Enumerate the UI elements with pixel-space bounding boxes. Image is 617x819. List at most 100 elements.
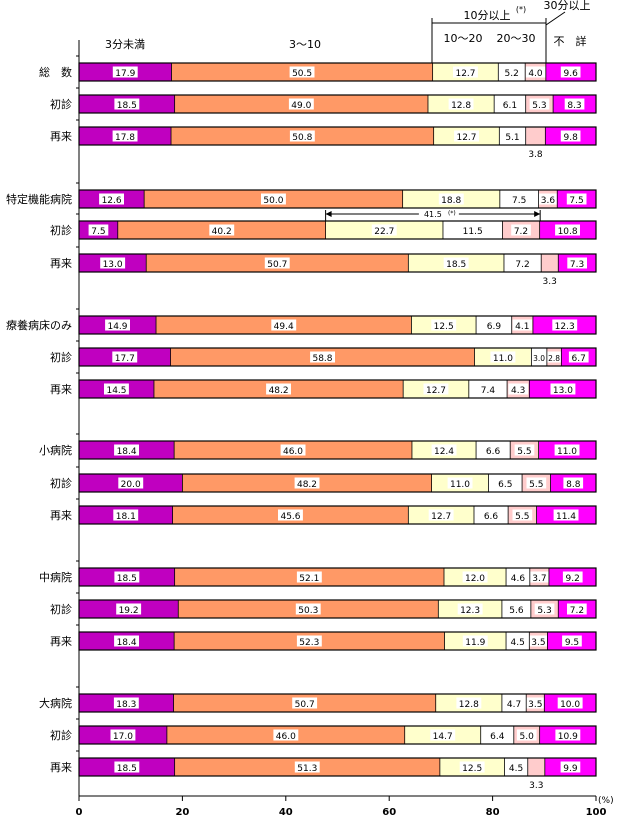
data-label: 12.4 bbox=[434, 447, 454, 457]
x-axis: 0 20 40 60 80 100(%) bbox=[76, 40, 614, 818]
data-label: 14.7 bbox=[433, 732, 453, 742]
data-label-box bbox=[530, 351, 548, 363]
data-label: 7.2 bbox=[515, 260, 529, 270]
data-label-box bbox=[278, 509, 303, 521]
bar-row: 19.2 50.3 12.3 5.6 5.3 7.2 bbox=[78, 599, 597, 619]
data-label: 9.5 bbox=[565, 638, 579, 648]
data-label: 8.8 bbox=[566, 480, 581, 490]
data-label-box bbox=[564, 98, 585, 110]
bar-row: 18.4 52.3 11.9 4.5 3.5 9.5 bbox=[78, 631, 597, 651]
bar-outline bbox=[78, 379, 597, 399]
data-label-box bbox=[495, 477, 516, 489]
data-label: 5.2 bbox=[505, 69, 519, 79]
data-label: 11.0 bbox=[450, 480, 470, 490]
data-label: 3.3 bbox=[543, 277, 557, 287]
bar-row: 13.0 50.7 18.5 7.2 3.3 7.3 bbox=[78, 253, 597, 287]
data-label: 50.0 bbox=[263, 196, 283, 206]
data-label-box bbox=[511, 224, 531, 236]
bar-row: 17.0 46.0 14.7 6.4 5.0 10.9 bbox=[78, 725, 597, 745]
data-label: 48.2 bbox=[269, 386, 289, 396]
x-unit: (%) bbox=[598, 796, 614, 806]
data-label: 12.7 bbox=[455, 69, 475, 79]
data-label: 4.5 bbox=[511, 638, 525, 648]
bars: 17.9 50.5 12.7 5.2 4.0 9.6 18.5 49.0 12.8 6.1 5.3 8… bbox=[78, 62, 597, 791]
data-label: 52.1 bbox=[299, 574, 319, 584]
data-label: 2.8 bbox=[548, 354, 560, 363]
data-label: 5.5 bbox=[517, 447, 531, 457]
bar-row: 18.5 51.3 12.5 4.5 3.3 9.9 bbox=[78, 757, 597, 791]
legend-label: 10～20 bbox=[444, 32, 483, 45]
data-label-box bbox=[483, 444, 503, 456]
data-label: 12.7 bbox=[431, 512, 451, 522]
bar-outline bbox=[78, 567, 597, 587]
data-label-box bbox=[490, 351, 516, 363]
data-label-box bbox=[529, 571, 550, 583]
category-label: 再来 bbox=[50, 761, 72, 774]
data-label-box bbox=[557, 697, 583, 709]
data-label-box bbox=[545, 351, 563, 363]
data-label: 8.3 bbox=[567, 101, 581, 111]
data-label: 52.3 bbox=[299, 638, 319, 648]
bar-outline bbox=[78, 220, 597, 240]
data-label-box bbox=[528, 635, 549, 647]
data-label: 7.2 bbox=[514, 227, 528, 237]
data-label: 12.8 bbox=[451, 101, 471, 111]
data-label: 19.2 bbox=[119, 606, 139, 616]
data-label-box bbox=[509, 193, 530, 205]
bar-row: 17.8 50.8 12.7 5.1 3.8 9.8 bbox=[78, 126, 597, 160]
data-label: 6.7 bbox=[572, 354, 586, 364]
category-label: 初診 bbox=[50, 602, 72, 616]
data-label-box bbox=[501, 66, 522, 78]
data-label-box bbox=[500, 98, 520, 110]
data-label: 46.0 bbox=[283, 447, 303, 457]
data-label: 17.9 bbox=[115, 69, 135, 79]
annotation-label-box bbox=[418, 209, 459, 218]
data-label: 10.8 bbox=[558, 227, 578, 237]
data-label: 7.5 bbox=[91, 227, 105, 237]
data-label: 50.3 bbox=[298, 606, 318, 616]
data-label: 49.0 bbox=[291, 101, 311, 111]
data-label: 58.8 bbox=[312, 354, 332, 364]
bar-row: 17.7 58.8 11.0 3.0 2.8 6.7 bbox=[78, 347, 597, 367]
data-label-box bbox=[508, 571, 528, 583]
data-label: 3.6 bbox=[541, 196, 556, 206]
data-label: 10.0 bbox=[560, 700, 580, 710]
data-label: 17.8 bbox=[115, 133, 135, 143]
data-label-box bbox=[481, 509, 501, 521]
data-label: 18.4 bbox=[117, 447, 137, 457]
data-label-box bbox=[507, 635, 528, 647]
data-label-box bbox=[264, 257, 290, 269]
data-label-box bbox=[560, 130, 581, 142]
data-label-box bbox=[502, 130, 523, 142]
category-label: 再来 bbox=[50, 130, 72, 143]
data-label: 5.0 bbox=[520, 732, 535, 742]
data-label-box bbox=[443, 257, 469, 269]
data-label: 7.2 bbox=[570, 606, 584, 616]
data-label-box bbox=[508, 383, 529, 395]
bar-outline bbox=[78, 725, 597, 745]
data-label-box bbox=[431, 444, 457, 456]
data-label: 7.5 bbox=[512, 196, 526, 206]
data-label: 50.7 bbox=[295, 700, 315, 710]
data-label: 11.5 bbox=[463, 227, 483, 237]
data-label: 3.8 bbox=[528, 150, 543, 160]
data-label: 17.7 bbox=[115, 354, 135, 364]
data-label-box bbox=[525, 697, 546, 709]
data-label: 11.0 bbox=[493, 354, 513, 364]
data-label-box bbox=[280, 444, 306, 456]
data-label: 9.6 bbox=[564, 69, 579, 79]
data-label-box bbox=[273, 729, 299, 741]
data-label-box bbox=[116, 603, 142, 615]
data-label: 7.4 bbox=[481, 386, 496, 396]
data-label: 50.7 bbox=[267, 260, 287, 270]
category-label: 特定機能病院 bbox=[6, 192, 72, 206]
data-label: 4.6 bbox=[511, 574, 526, 584]
bar-segment bbox=[525, 127, 546, 145]
data-label: 6.5 bbox=[498, 480, 512, 490]
data-label-box bbox=[487, 729, 508, 741]
data-label: 17.0 bbox=[113, 732, 133, 742]
data-label-box bbox=[504, 697, 524, 709]
data-label: 12.7 bbox=[426, 386, 446, 396]
data-label: 5.1 bbox=[505, 133, 519, 143]
category-label: 初診 bbox=[50, 97, 72, 111]
